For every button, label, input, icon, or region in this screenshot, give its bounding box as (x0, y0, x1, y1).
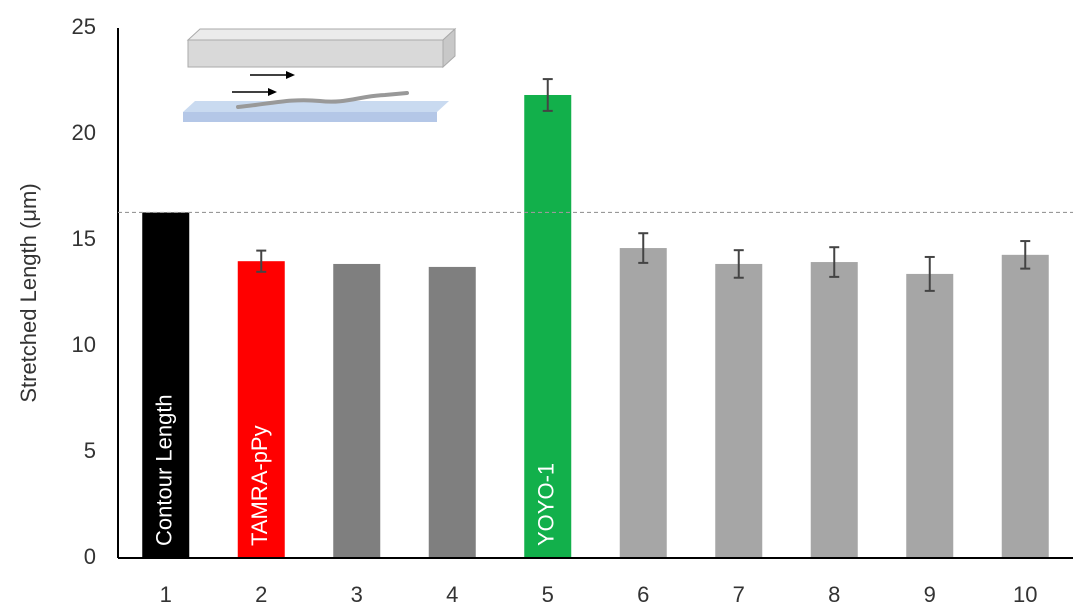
y-tick-label: 25 (72, 14, 96, 39)
bar-label: TAMRA-pPy (247, 425, 272, 546)
diagram-block (188, 40, 443, 67)
x-tick-label: 1 (160, 582, 172, 607)
bar (715, 264, 762, 558)
x-tick-label: 2 (255, 582, 267, 607)
bar (620, 248, 667, 558)
bar (429, 267, 476, 558)
diagram-arrowhead (286, 71, 295, 79)
x-tick-label: 3 (351, 582, 363, 607)
bar (1002, 255, 1049, 558)
x-tick-label: 8 (828, 582, 840, 607)
y-tick-label: 20 (72, 120, 96, 145)
inset-diagram (183, 29, 455, 122)
bar-label: Contour Length (152, 394, 177, 546)
x-tick-label: 10 (1013, 582, 1037, 607)
y-tick-label: 0 (84, 544, 96, 569)
y-axis-label: Stretched Length (μm) (16, 183, 41, 402)
diagram-top-face (188, 29, 455, 40)
x-tick-label: 6 (637, 582, 649, 607)
chart: Stretched Length (μm) 05101520251Contour… (0, 0, 1091, 608)
x-tick-label: 7 (733, 582, 745, 607)
bar (811, 262, 858, 558)
y-tick-label: 5 (84, 438, 96, 463)
bar (906, 274, 953, 558)
x-tick-label: 5 (542, 582, 554, 607)
diagram-arrowhead (268, 88, 277, 96)
bar (333, 264, 380, 558)
bar-label: YOYO-1 (534, 463, 559, 546)
y-tick-label: 10 (72, 332, 96, 357)
diagram-slide-edge (183, 112, 437, 122)
y-tick-label: 15 (72, 226, 96, 251)
x-tick-label: 4 (446, 582, 458, 607)
x-tick-label: 9 (924, 582, 936, 607)
